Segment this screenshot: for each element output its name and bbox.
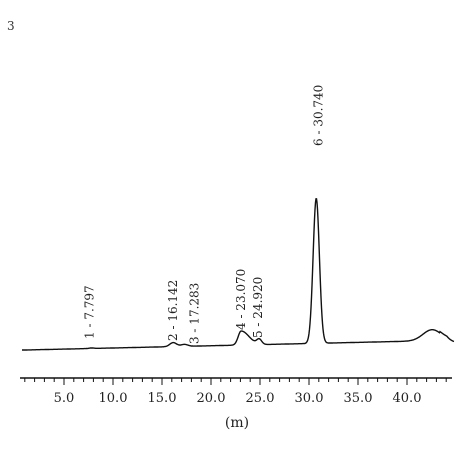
x-tick-label: 20.0 [197,391,226,406]
x-tick-label: 40.0 [393,391,422,406]
peak-label: 4 - 23.070 [234,269,248,330]
x-tick-label: 5.0 [54,391,75,406]
peak-label: 2 - 16.142 [166,280,180,341]
chromatogram-trace [22,198,455,351]
peak-label: 1 - 7.797 [82,285,96,339]
peak-label: 5 - 24.920 [251,277,265,338]
x-tick-label: 10.0 [99,391,128,406]
peak-label: 3 - 17.283 [187,283,201,344]
x-tick-label: 30.0 [295,391,324,406]
x-axis-title: (m) [225,415,249,431]
x-tick-label: 15.0 [148,391,177,406]
peak-label: 6 - 30.740 [311,85,325,146]
x-tick-label: 35.0 [344,391,373,406]
x-tick-label: 25.0 [246,391,275,406]
corner-mark: 3 [7,19,15,33]
